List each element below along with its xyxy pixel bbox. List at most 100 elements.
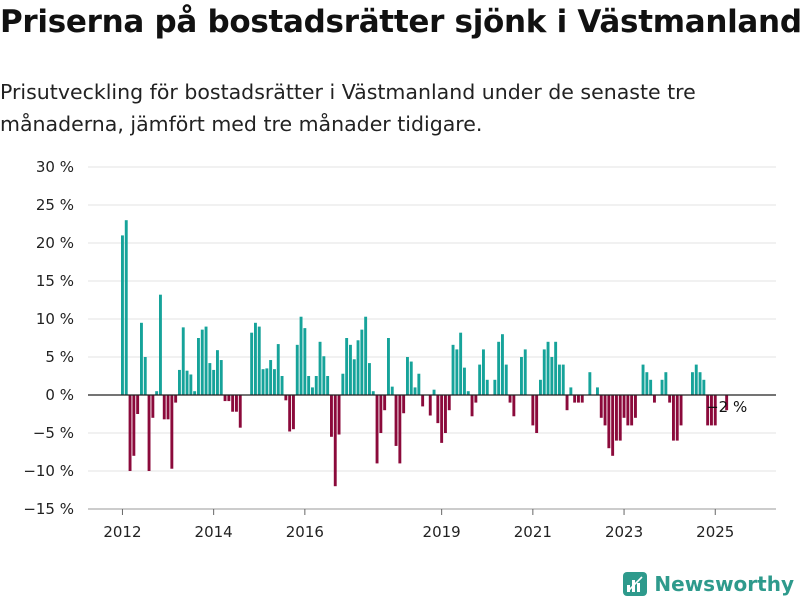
bar xyxy=(273,369,276,395)
bar xyxy=(143,357,147,395)
bar xyxy=(672,395,675,441)
bar xyxy=(200,329,204,395)
bar xyxy=(288,395,292,432)
x-tick-label: 2025 xyxy=(696,523,734,541)
bar xyxy=(645,372,649,395)
bar xyxy=(706,395,710,426)
bar xyxy=(478,364,482,395)
bar xyxy=(691,372,694,395)
bar xyxy=(337,395,341,435)
bar xyxy=(136,395,140,414)
bar xyxy=(276,344,280,395)
bars xyxy=(121,220,729,487)
bar xyxy=(208,363,212,395)
x-tick-label: 2014 xyxy=(195,523,233,541)
bar xyxy=(223,395,227,402)
bar xyxy=(189,374,193,395)
bar xyxy=(470,395,474,417)
bar xyxy=(554,341,558,395)
bar xyxy=(501,334,504,395)
bar xyxy=(345,338,349,395)
bar xyxy=(668,395,672,403)
bar xyxy=(417,373,421,395)
bar xyxy=(497,341,501,395)
brand-name: Newsworthy xyxy=(654,572,794,596)
bar xyxy=(713,395,717,426)
bar xyxy=(387,338,390,395)
bar xyxy=(596,387,599,395)
bar xyxy=(413,387,417,395)
bar xyxy=(311,387,314,395)
bar xyxy=(485,379,489,395)
bar xyxy=(702,379,706,395)
bar xyxy=(250,332,254,395)
bar xyxy=(421,395,425,407)
bar-chart: −15 % −10 % −5 % 0 % 5 % 10 % 15 % 20 % 25 % 30 %… xyxy=(23,158,776,541)
axes: −15 % −10 % −5 % 0 % 5 % 10 % 15 % 20 % 25 % 30 %… xyxy=(23,158,776,541)
bar xyxy=(216,350,219,395)
bar xyxy=(675,395,679,441)
bar xyxy=(318,341,322,395)
brand-logo[interactable]: Newsworthy xyxy=(622,568,794,600)
bar xyxy=(679,395,683,426)
bar xyxy=(124,220,128,395)
bar xyxy=(132,395,136,456)
y-tick-label: 30 % xyxy=(36,158,74,176)
bar xyxy=(193,391,197,395)
y-tick-label: 25 % xyxy=(36,196,74,214)
bar xyxy=(603,395,607,426)
bar xyxy=(284,395,288,401)
y-tick-label: 20 % xyxy=(36,234,74,252)
bar xyxy=(406,357,409,395)
bar xyxy=(710,395,713,426)
bar xyxy=(626,395,630,426)
bar xyxy=(466,391,470,395)
bar xyxy=(398,395,402,464)
bar xyxy=(219,360,223,395)
bar xyxy=(660,379,664,395)
bar xyxy=(432,389,436,395)
last-value-label: −2 % xyxy=(706,398,747,416)
bar xyxy=(653,395,656,403)
bar xyxy=(140,322,143,395)
bar xyxy=(447,395,451,411)
bar xyxy=(436,395,440,424)
bar xyxy=(147,395,151,471)
chart-subtitle: Prisutveckling för bostadsrätter i Västm… xyxy=(0,80,696,136)
bar xyxy=(197,338,200,395)
bar xyxy=(390,386,394,395)
bar xyxy=(599,395,603,418)
bar xyxy=(368,363,371,395)
bar xyxy=(261,369,265,395)
newsworthy-logo-icon xyxy=(623,572,648,596)
bar xyxy=(185,370,189,395)
grid-lines xyxy=(88,166,776,510)
bar xyxy=(326,376,330,395)
bar xyxy=(459,332,463,395)
bar xyxy=(580,395,584,403)
bar xyxy=(546,341,550,395)
bar xyxy=(694,364,698,395)
bar xyxy=(577,395,580,403)
bar xyxy=(128,395,132,471)
bar xyxy=(292,395,295,430)
bar xyxy=(641,364,645,395)
bar xyxy=(573,395,577,403)
bar xyxy=(254,322,257,395)
bar xyxy=(618,395,622,441)
bar xyxy=(474,395,478,403)
bar xyxy=(166,395,170,420)
bar xyxy=(174,395,178,403)
bar xyxy=(333,395,337,487)
bar xyxy=(451,344,455,395)
bar xyxy=(622,395,626,418)
x-tick-label: 2023 xyxy=(605,523,643,541)
bar xyxy=(356,340,360,395)
bar xyxy=(611,395,615,456)
bar xyxy=(455,349,459,395)
y-tick-label: 0 % xyxy=(45,386,74,404)
bar xyxy=(257,326,261,395)
bar xyxy=(204,326,208,395)
bar xyxy=(265,368,269,395)
bar xyxy=(402,395,406,414)
